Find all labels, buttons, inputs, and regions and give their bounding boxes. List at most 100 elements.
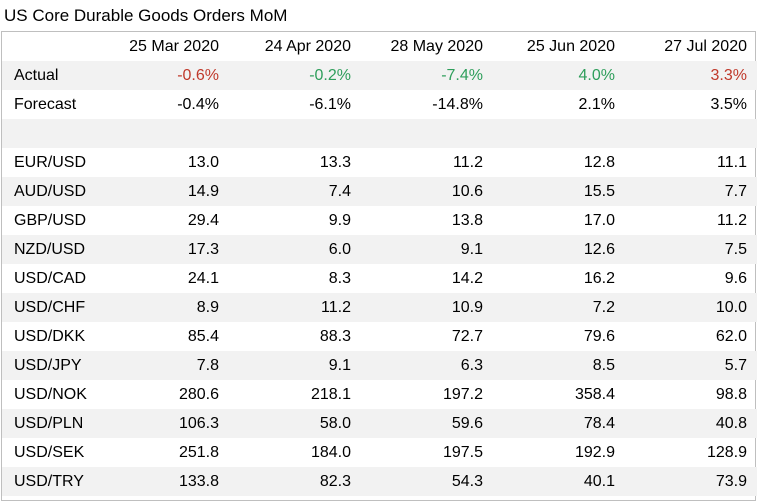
table-cell: 10.9 <box>361 293 493 322</box>
table-cell: 6.3 <box>361 351 493 380</box>
table-cell: 16.2 <box>583 269 615 287</box>
row-label: USD/SEK <box>14 443 85 461</box>
table-row: USD/DKK 85.4 88.3 72.7 79.6 62.0 <box>2 322 757 351</box>
table-row: EUR/USD 13.0 13.3 11.2 12.8 11.1 <box>2 148 757 177</box>
table-row: NZD/USD 17.3 6.0 9.1 12.6 7.5 <box>2 235 757 264</box>
table-row: USD/NOK 280.6 218.1 197.2 358.4 98.8 <box>2 380 757 409</box>
data-table-container: 25 Mar 2020 24 Apr 2020 28 May 2020 25 J… <box>1 31 757 501</box>
table-cell: 72.7 <box>451 327 483 345</box>
forecast-value: 3.5% <box>710 95 747 113</box>
table-row: AUD/USD 14.9 7.4 10.6 15.5 7.7 <box>2 177 757 206</box>
row-label: EUR/USD <box>14 153 87 171</box>
table-cell: 7.4 <box>229 177 361 206</box>
table-cell: 10.0 <box>625 293 757 322</box>
table-cell: 6.0 <box>229 235 361 264</box>
table-cell: 5.7 <box>625 351 757 380</box>
table-cell: 11.1 <box>717 153 747 171</box>
table-cell: 133.8 <box>97 467 229 496</box>
table-row: USD/PLN 106.3 58.0 59.6 78.4 40.8 <box>2 409 757 438</box>
row-label: USD/DKK <box>14 327 86 345</box>
actual-value: 4.0% <box>493 61 625 90</box>
header-corner <box>2 32 97 61</box>
table-row: USD/CAD 24.1 8.3 14.2 16.2 9.6 <box>2 264 757 293</box>
actual-row: Actual -0.6% -0.2% -7.4% 4.0% 3.3% <box>2 61 757 90</box>
table-cell: 8.9 <box>97 293 229 322</box>
table-cell: 62.0 <box>715 327 747 345</box>
row-label: USD/CAD <box>14 269 87 287</box>
table-title: US Core Durable Goods Orders MoM <box>4 6 288 25</box>
table-cell: 184.0 <box>310 443 351 461</box>
table-cell: 15.5 <box>493 177 625 206</box>
table-cell: 17.3 <box>97 235 229 264</box>
table-cell: 197.2 <box>442 385 483 403</box>
table-cell: 7.5 <box>625 235 757 264</box>
table-cell: 11.2 <box>229 293 361 322</box>
table-cell: 9.6 <box>724 269 747 287</box>
table-cell: 17.0 <box>583 211 615 229</box>
actual-value: 3.3% <box>625 61 757 90</box>
table-cell: 7.7 <box>625 177 757 206</box>
row-label: USD/JPY <box>2 351 97 380</box>
table-cell: 13.3 <box>319 153 351 171</box>
table-cell: 98.8 <box>715 385 747 403</box>
table-cell: 14.2 <box>451 269 483 287</box>
table-cell: 11.2 <box>717 211 747 229</box>
table-cell: 12.8 <box>583 153 615 171</box>
table-cell: 78.4 <box>493 409 625 438</box>
row-label: USD/NOK <box>14 385 87 403</box>
table-cell: 85.4 <box>187 327 219 345</box>
table-cell: 197.5 <box>442 443 483 461</box>
table-cell: 13.0 <box>187 153 219 171</box>
actual-value: -7.4% <box>361 61 493 90</box>
forecast-value: -6.1% <box>309 95 351 113</box>
table-cell: 73.9 <box>625 467 757 496</box>
forecast-value: -14.8% <box>432 95 483 113</box>
column-header: 27 Jul 2020 <box>664 37 747 55</box>
spacer-row <box>2 119 757 148</box>
actual-value: -0.2% <box>229 61 361 90</box>
table-row: USD/SEK 251.8 184.0 197.5 192.9 128.9 <box>2 438 757 467</box>
column-header: 25 Jun 2020 <box>526 37 615 55</box>
data-table: 25 Mar 2020 24 Apr 2020 28 May 2020 25 J… <box>2 32 757 496</box>
row-label: AUD/USD <box>2 177 97 206</box>
actual-value: -0.6% <box>97 61 229 90</box>
table-cell: 88.3 <box>319 327 351 345</box>
column-header: 24 Apr 2020 <box>264 37 351 55</box>
table-cell: 29.4 <box>187 211 219 229</box>
forecast-row: Forecast -0.4% -6.1% -14.8% 2.1% 3.5% <box>2 90 757 119</box>
row-label: USD/CHF <box>2 293 97 322</box>
table-cell: 14.9 <box>97 177 229 206</box>
table-cell: 280.6 <box>178 385 219 403</box>
table-row: USD/JPY 7.8 9.1 6.3 8.5 5.7 <box>2 351 757 380</box>
table-cell: 11.2 <box>453 153 483 171</box>
table-cell: 251.8 <box>178 443 219 461</box>
row-label: Forecast <box>14 95 77 113</box>
table-cell: 40.8 <box>625 409 757 438</box>
table-cell: 7.2 <box>493 293 625 322</box>
table-cell: 8.3 <box>328 269 351 287</box>
table-cell: 9.1 <box>229 351 361 380</box>
table-cell: 192.9 <box>574 443 615 461</box>
column-header: 28 May 2020 <box>390 37 483 55</box>
table-cell: 12.6 <box>493 235 625 264</box>
table-cell: 9.9 <box>328 211 351 229</box>
column-header: 25 Mar 2020 <box>129 37 219 55</box>
table-cell: 10.6 <box>361 177 493 206</box>
header-row: 25 Mar 2020 24 Apr 2020 28 May 2020 25 J… <box>2 32 757 61</box>
table-row: GBP/USD 29.4 9.9 13.8 17.0 11.2 <box>2 206 757 235</box>
table-cell: 106.3 <box>97 409 229 438</box>
table-cell: 54.3 <box>361 467 493 496</box>
table-cell: 24.1 <box>187 269 219 287</box>
table-row: USD/CHF 8.9 11.2 10.9 7.2 10.0 <box>2 293 757 322</box>
table-cell: 358.4 <box>574 385 615 403</box>
row-label: Actual <box>2 61 97 90</box>
table-cell: 218.1 <box>310 385 351 403</box>
spacer-cell <box>2 119 757 148</box>
row-label: USD/PLN <box>2 409 97 438</box>
table-cell: 58.0 <box>229 409 361 438</box>
table-cell: 9.1 <box>361 235 493 264</box>
table-row: USD/TRY 133.8 82.3 54.3 40.1 73.9 <box>2 467 757 496</box>
table-cell: 7.8 <box>97 351 229 380</box>
forecast-value: -0.4% <box>177 95 219 113</box>
row-label: NZD/USD <box>2 235 97 264</box>
